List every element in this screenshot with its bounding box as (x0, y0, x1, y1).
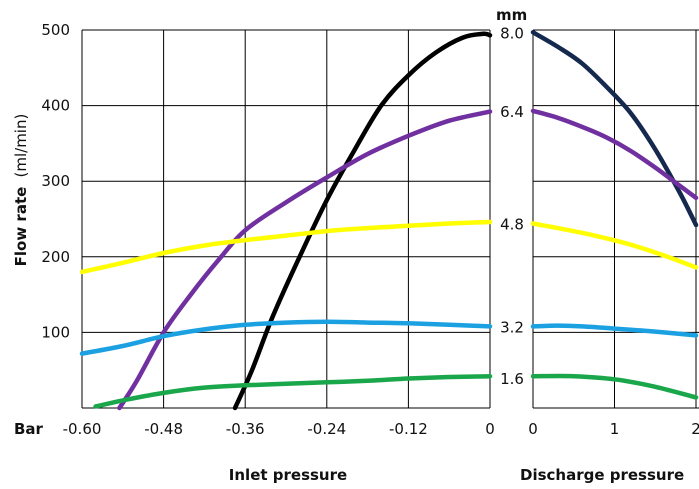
labels: Flow rate (ml/min) Bar Inlet pressure Di… (12, 6, 699, 484)
x-tick-label-inlet: -0.36 (226, 420, 265, 438)
x-tick-label-inlet: -0.12 (389, 420, 428, 438)
size-unit-label: mm (496, 6, 527, 24)
x-tick-label-discharge: 0 (528, 420, 538, 438)
x-axis-title-discharge: Discharge pressure (520, 466, 684, 484)
x-tick-label-discharge: 2 (691, 420, 699, 438)
y-tick-label: 500 (41, 21, 70, 39)
size-label: 4.8 (500, 216, 524, 234)
inlet-curve (79, 219, 493, 275)
discharge-curve (530, 221, 699, 270)
size-label: 6.4 (500, 103, 524, 121)
x-tick-label-discharge: 1 (610, 420, 620, 438)
y-tick-label: 300 (41, 172, 70, 190)
x-tick-label-inlet: -0.60 (63, 420, 102, 438)
y-axis-title-unit: (ml/min) (12, 114, 30, 178)
inlet-curve (79, 319, 493, 356)
y-tick-label: 400 (41, 97, 70, 115)
size-label: 1.6 (500, 370, 524, 388)
x-tick-label-inlet: -0.48 (144, 420, 183, 438)
inlet-curve (232, 31, 493, 411)
grid (81, 29, 699, 409)
discharge-curve (530, 373, 699, 400)
y-tick-label: 100 (41, 323, 70, 341)
discharge-curve (530, 323, 699, 338)
x-axis-title-inlet: Inlet pressure (229, 466, 347, 484)
discharge-curve (530, 108, 699, 201)
inlet-curve (93, 373, 493, 409)
inlet-curve (117, 109, 493, 411)
size-label: 8.0 (500, 24, 524, 42)
size-label: 3.2 (500, 318, 524, 336)
y-axis-title: Flow rate (ml/min) (12, 114, 30, 267)
y-axis-title-bold: Flow rate (12, 187, 30, 267)
x-tick-label-inlet: 0 (485, 420, 495, 438)
unit-label-bar: Bar (14, 420, 44, 438)
y-tick-label: 200 (41, 248, 70, 266)
curves (79, 30, 699, 411)
x-tick-label-inlet: -0.24 (307, 420, 346, 438)
discharge-curve (530, 30, 699, 228)
